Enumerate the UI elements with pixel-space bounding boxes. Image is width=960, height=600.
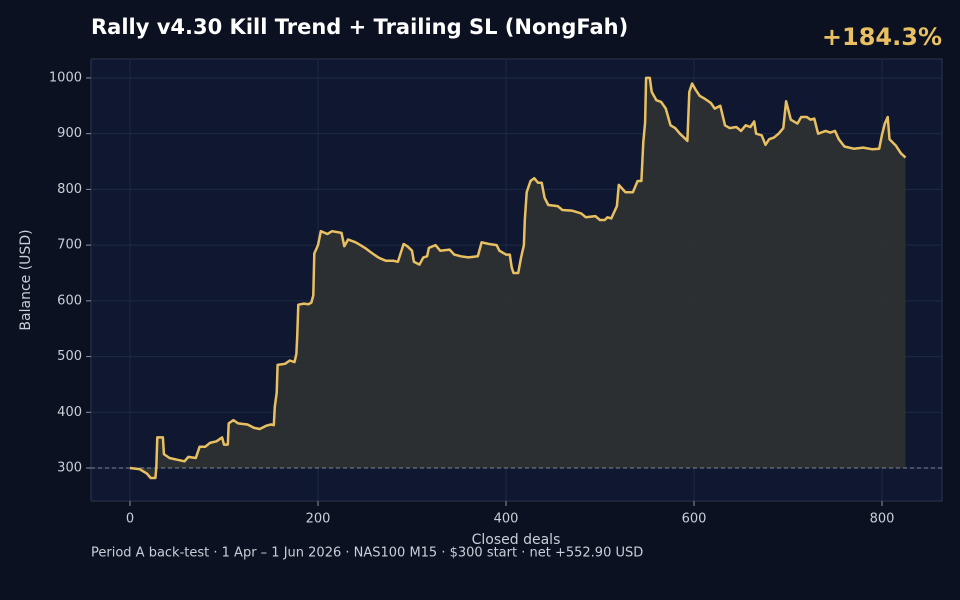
y-tick-label: 400	[57, 405, 82, 420]
x-tick-label: 400	[494, 512, 519, 527]
x-tick-label: 0	[126, 512, 134, 527]
balance-line	[129, 76, 907, 480]
y-tick-label: 900	[57, 126, 82, 141]
y-axis-label: Balance (USD)	[18, 229, 34, 330]
y-tick-label: 700	[57, 238, 82, 253]
footnote: Period A back-test · 1 Apr – 1 Jun 2026 …	[91, 546, 643, 561]
chart-title: Rally v4.30 Kill Trend + Trailing SL (No…	[91, 15, 628, 39]
y-tick-label: 300	[57, 461, 82, 476]
return-annotation: +184.3%	[822, 23, 942, 51]
x-tick-label: 600	[682, 512, 707, 527]
balance-area	[130, 77, 906, 479]
x-tick-label: 200	[306, 512, 331, 527]
x-axis-label: Closed deals	[472, 532, 561, 548]
y-tick-label: 800	[57, 182, 82, 197]
y-tick-label: 500	[57, 349, 82, 364]
y-tick-label: 600	[57, 293, 82, 308]
x-tick-label: 800	[870, 512, 895, 527]
y-tick-label: 1000	[49, 70, 82, 85]
